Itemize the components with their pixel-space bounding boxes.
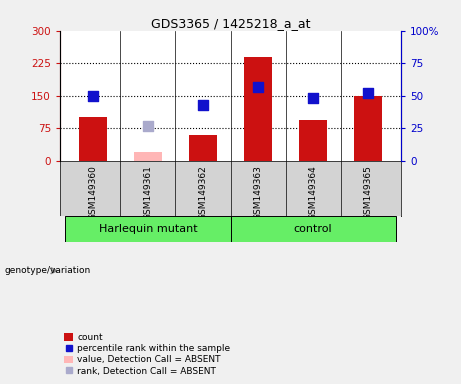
Text: GSM149362: GSM149362 bbox=[199, 165, 207, 220]
Bar bbox=[79, 118, 106, 161]
Title: GDS3365 / 1425218_a_at: GDS3365 / 1425218_a_at bbox=[151, 17, 310, 30]
Bar bbox=[134, 152, 162, 161]
Text: GSM149361: GSM149361 bbox=[143, 165, 153, 220]
Text: GSM149363: GSM149363 bbox=[254, 165, 262, 220]
Bar bbox=[65, 217, 230, 242]
Text: Harlequin mutant: Harlequin mutant bbox=[99, 224, 197, 234]
Point bbox=[364, 90, 372, 96]
Text: GSM149360: GSM149360 bbox=[89, 165, 97, 220]
Point bbox=[254, 84, 262, 90]
Bar bbox=[299, 119, 327, 161]
Text: control: control bbox=[294, 224, 332, 234]
Text: genotype/variation: genotype/variation bbox=[5, 266, 91, 275]
Text: GSM149364: GSM149364 bbox=[308, 165, 318, 220]
Bar bbox=[230, 217, 396, 242]
Point bbox=[309, 95, 317, 101]
Text: GSM149365: GSM149365 bbox=[364, 165, 372, 220]
Point bbox=[144, 122, 152, 129]
Point bbox=[89, 93, 97, 99]
Bar bbox=[189, 135, 217, 161]
Bar bbox=[244, 57, 272, 161]
Legend: count, percentile rank within the sample, value, Detection Call = ABSENT, rank, : count, percentile rank within the sample… bbox=[65, 333, 230, 376]
Bar bbox=[355, 96, 382, 161]
Point bbox=[199, 102, 207, 108]
